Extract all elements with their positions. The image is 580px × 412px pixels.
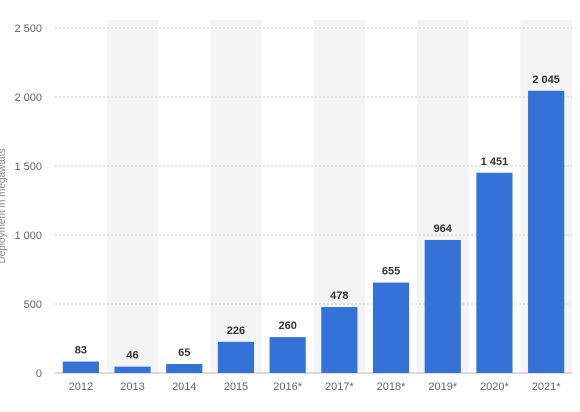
x-tick-label: 2018* [377, 381, 406, 393]
bar [424, 239, 461, 373]
column-band [106, 20, 159, 373]
data-label: 83 [75, 345, 87, 357]
bar [114, 366, 151, 373]
bar [476, 172, 513, 373]
data-label: 2 045 [532, 74, 560, 86]
bar [217, 341, 255, 373]
x-tick-label: 2021* [532, 381, 561, 393]
x-tick-label: 2014 [172, 381, 196, 393]
data-label: 1 451 [481, 156, 509, 168]
data-label: 65 [178, 347, 190, 359]
column-band [210, 20, 262, 373]
x-tick-label: 2013 [120, 381, 144, 393]
x-tick-label: 2020* [480, 381, 509, 393]
y-tick-label: 1 500 [14, 161, 42, 173]
bar [62, 361, 99, 373]
bar [321, 307, 358, 373]
data-labels: 83 46 65 226 260 478 655 964 1 451 2 045 [75, 74, 560, 362]
y-axis-ticks: 0 500 1 000 1 500 2 000 2 500 [14, 23, 42, 380]
y-tick-label: 2 000 [14, 92, 42, 104]
bars [62, 90, 565, 373]
y-tick-label: 500 [24, 299, 42, 311]
data-label: 46 [126, 350, 138, 362]
data-label: 964 [434, 223, 453, 235]
bar [166, 364, 203, 373]
x-tick-label: 2012 [69, 381, 93, 393]
y-tick-label: 0 [36, 368, 42, 380]
x-tick-label: 2017* [325, 381, 354, 393]
data-label: 226 [227, 325, 245, 337]
bar [528, 90, 565, 373]
x-tick-label: 2016* [273, 381, 302, 393]
x-tick-label: 2019* [428, 381, 457, 393]
y-tick-label: 1 000 [14, 230, 42, 242]
data-label: 260 [278, 320, 296, 332]
bar [269, 337, 306, 373]
x-axis-ticks: 2012 2013 2014 2015 2016* 2017* 2018* 2019* 2020… [69, 381, 562, 393]
data-label: 655 [382, 266, 400, 278]
y-tick-label: 2 500 [14, 23, 42, 35]
data-label: 478 [330, 290, 348, 302]
bar [372, 282, 410, 373]
y-axis-title: Deployment in megawatts [0, 148, 8, 263]
x-tick-label: 2015 [224, 381, 248, 393]
